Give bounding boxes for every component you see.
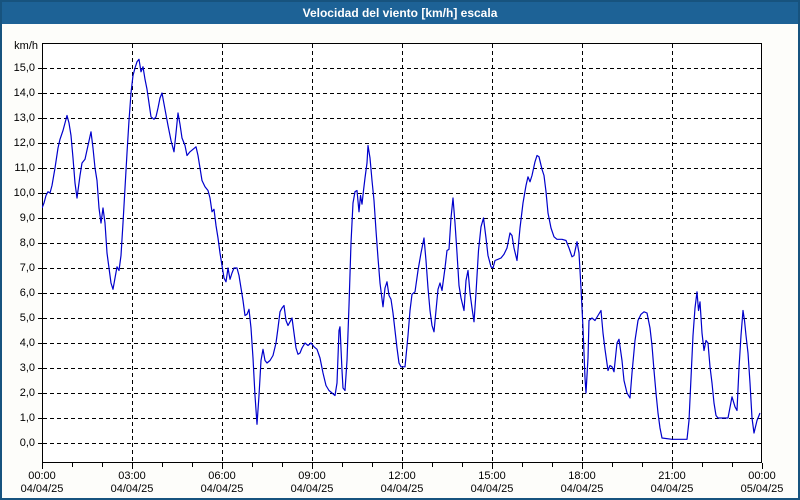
x-tick-mark [702, 463, 703, 467]
y-tick-mark [38, 418, 42, 419]
x-tick-mark [222, 463, 223, 469]
x-tick-mark [492, 463, 493, 469]
y-tick-label: 10,0 [13, 187, 35, 199]
x-tick-mark [42, 463, 43, 469]
x-tick-time: 03:00 [118, 470, 146, 482]
x-tick-label: 21:00 04/04/25 [627, 470, 717, 496]
x-tick-date: 04/04/25 [470, 483, 514, 495]
x-tick-mark [732, 463, 733, 467]
x-tick-date: 04/04/25 [290, 483, 334, 495]
x-tick-label: 09:00 04/04/25 [267, 470, 357, 496]
y-tick-label: 14,0 [13, 87, 35, 99]
x-tick-time: 12:00 [388, 470, 416, 482]
y-axis-unit-label: km/h [14, 40, 38, 52]
x-tick-mark [372, 463, 373, 467]
x-tick-time: 06:00 [208, 470, 236, 482]
x-tick-mark [552, 463, 553, 467]
y-tick-label: 3,0 [19, 362, 35, 374]
x-tick-mark [612, 463, 613, 467]
y-tick-label: 15,0 [13, 62, 35, 74]
x-tick-mark [162, 463, 163, 467]
x-tick-mark [402, 463, 403, 469]
y-tick-mark [38, 293, 42, 294]
y-tick-mark [38, 393, 42, 394]
x-tick-mark [132, 463, 133, 469]
y-tick-label: 5,0 [19, 312, 35, 324]
x-tick-label: 18:00 04/04/25 [537, 470, 627, 496]
x-tick-time: 00:00 [28, 470, 56, 482]
y-tick-label: 1,0 [19, 412, 35, 424]
x-tick-label: 00:00 05/04/25 [717, 470, 798, 496]
x-tick-time: 21:00 [658, 470, 686, 482]
x-tick-time: 18:00 [568, 470, 596, 482]
y-tick-mark [38, 443, 42, 444]
x-tick-mark [432, 463, 433, 467]
y-tick-mark [38, 268, 42, 269]
x-tick-label: 06:00 04/04/25 [177, 470, 267, 496]
x-tick-mark [72, 463, 73, 467]
y-tick-label: 12,0 [13, 137, 35, 149]
y-tick-mark [38, 318, 42, 319]
x-tick-mark [102, 463, 103, 467]
x-tick-mark [582, 463, 583, 469]
y-tick-mark [38, 243, 42, 244]
chart-title-bar: Velocidad del viento [km/h] escala [2, 2, 798, 24]
x-tick-label: 00:00 04/04/25 [2, 470, 87, 496]
y-tick-label: 9,0 [19, 212, 35, 224]
x-tick-date: 05/04/25 [740, 483, 784, 495]
plot-svg [42, 43, 762, 463]
x-tick-date: 04/04/25 [560, 483, 604, 495]
x-tick-label: 12:00 04/04/25 [357, 470, 447, 496]
y-tick-mark [38, 93, 42, 94]
x-tick-mark [642, 463, 643, 467]
y-tick-mark [38, 118, 42, 119]
x-tick-mark [312, 463, 313, 469]
x-tick-date: 04/04/25 [20, 483, 64, 495]
x-tick-mark [762, 463, 763, 469]
y-tick-mark [38, 168, 42, 169]
x-tick-label: 03:00 04/04/25 [87, 470, 177, 496]
x-tick-date: 04/04/25 [110, 483, 154, 495]
y-tick-mark [38, 193, 42, 194]
y-tick-label: 2,0 [19, 387, 35, 399]
y-tick-label: 0,0 [19, 437, 35, 449]
x-tick-mark [192, 463, 193, 467]
x-tick-mark [462, 463, 463, 467]
y-tick-label: 13,0 [13, 112, 35, 124]
x-tick-mark [282, 463, 283, 467]
y-tick-label: 11,0 [14, 162, 35, 174]
y-tick-label: 4,0 [19, 337, 35, 349]
y-tick-mark [38, 143, 42, 144]
wind-speed-line [42, 58, 761, 440]
x-tick-mark [522, 463, 523, 467]
y-tick-mark [38, 68, 42, 69]
x-tick-mark [252, 463, 253, 467]
plot-border [42, 43, 762, 463]
x-tick-date: 04/04/25 [650, 483, 694, 495]
x-tick-label: 15:00 04/04/25 [447, 470, 537, 496]
x-tick-time: 00:00 [748, 470, 776, 482]
x-tick-mark [342, 463, 343, 467]
x-tick-mark [672, 463, 673, 469]
y-tick-mark [38, 368, 42, 369]
y-tick-mark [38, 218, 42, 219]
y-tick-mark [38, 343, 42, 344]
y-tick-label: 7,0 [19, 262, 35, 274]
y-tick-label: 8,0 [19, 237, 35, 249]
x-tick-time: 09:00 [298, 470, 326, 482]
y-tick-label: 6,0 [19, 287, 35, 299]
plot-area [42, 43, 762, 463]
x-tick-date: 04/04/25 [380, 483, 424, 495]
x-tick-date: 04/04/25 [200, 483, 244, 495]
x-tick-time: 15:00 [478, 470, 506, 482]
